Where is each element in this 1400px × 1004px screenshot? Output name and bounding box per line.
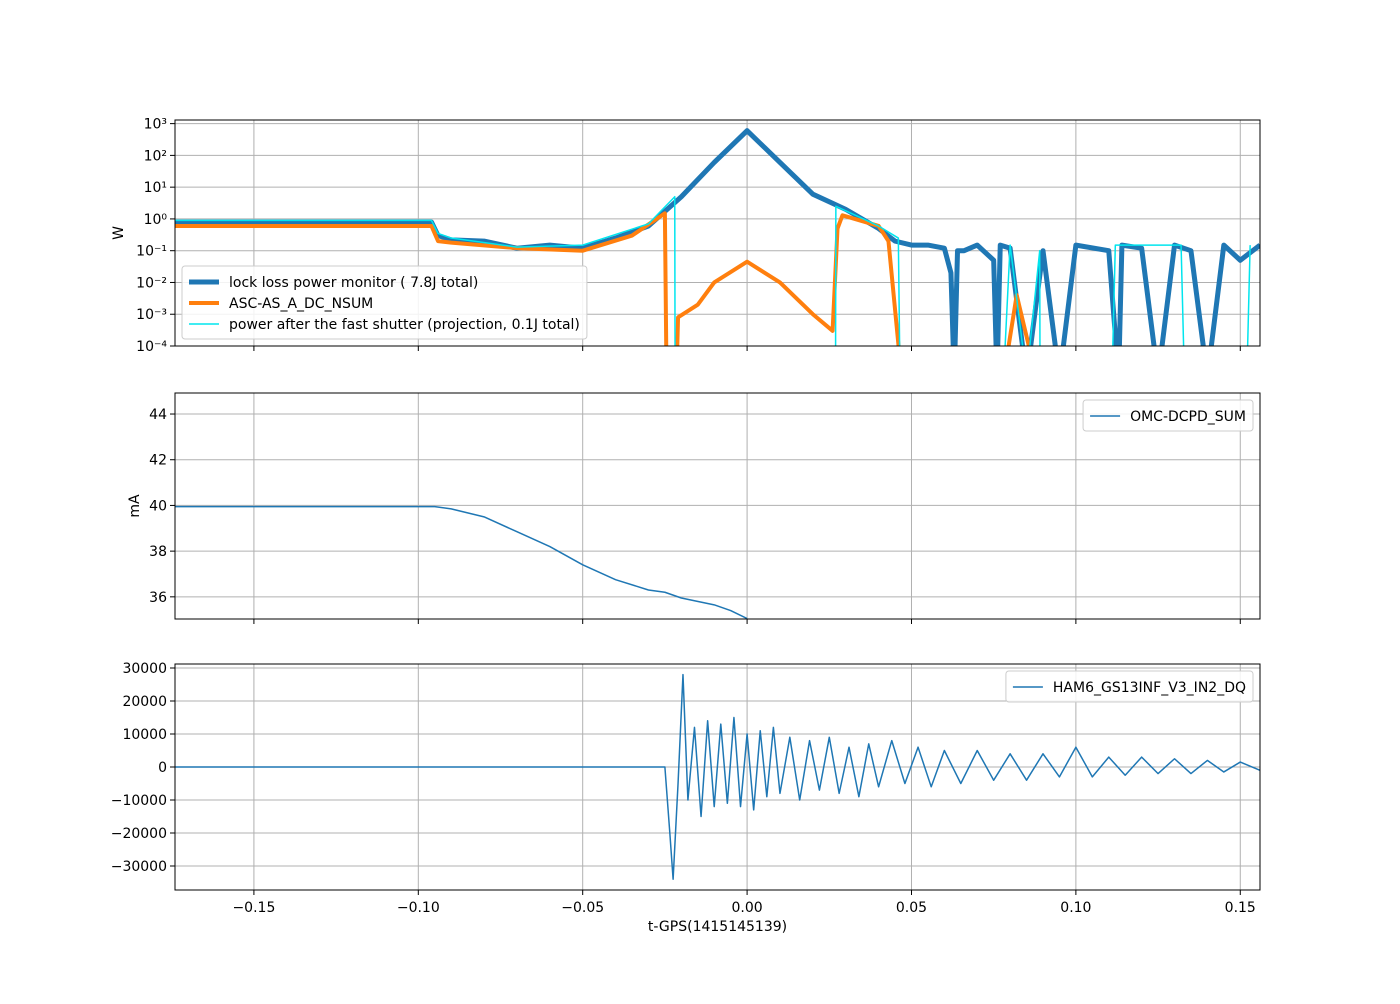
legend-label: lock loss power monitor ( 7.8J total) <box>229 275 478 291</box>
axes-frame <box>174 119 1261 347</box>
legend-label: OMC-DCPD_SUM <box>1130 409 1246 425</box>
legend-label: power after the fast shutter (projection… <box>229 317 580 333</box>
y-tick-label: 10⁰ <box>144 212 168 228</box>
axes-frame <box>174 392 1261 620</box>
y-tick-label: 10⁻¹ <box>136 244 167 260</box>
y-tick-label: 38 <box>149 544 167 560</box>
y-tick-label: 44 <box>149 407 167 423</box>
legend-box <box>1005 670 1254 703</box>
y-tick-label: 10000 <box>122 727 167 743</box>
x-axis-label: t-GPS(1415145139) <box>648 919 787 935</box>
x-tick-label: −0.10 <box>397 900 440 916</box>
y-tick-label: 20000 <box>122 694 167 710</box>
data-line <box>175 505 748 619</box>
legend-box <box>181 265 588 340</box>
legend: HAM6_GS13INF_V3_IN2_DQ <box>1005 670 1254 703</box>
y-tick-label: −20000 <box>111 826 167 842</box>
legend-box <box>1082 399 1254 432</box>
data-line <box>175 211 1031 346</box>
y-tick-label: −10000 <box>111 793 167 809</box>
y-tick-label: 10⁻⁴ <box>136 339 167 355</box>
y-tick-label: 30000 <box>122 661 167 677</box>
axes-frame <box>174 663 1261 891</box>
y-tick-label: 10³ <box>144 117 167 133</box>
y-tick-label: −30000 <box>111 859 167 875</box>
x-tick-label: 0.15 <box>1225 900 1256 916</box>
x-tick-label: 0.05 <box>896 900 927 916</box>
y-tick-label: 0 <box>158 760 167 776</box>
y-tick-label: 10² <box>144 148 167 164</box>
y-axis-label: mA <box>127 494 143 518</box>
y-tick-label: 40 <box>149 498 167 514</box>
legend-label: HAM6_GS13INF_V3_IN2_DQ <box>1053 680 1246 696</box>
legend-label: ASC-AS_A_DC_NSUM <box>229 296 373 312</box>
x-tick-label: −0.15 <box>232 900 275 916</box>
x-tick-label: 0.10 <box>1060 900 1091 916</box>
y-tick-label: 36 <box>149 590 167 606</box>
y-axis-label: W <box>111 226 127 240</box>
x-tick-label: 0.00 <box>732 900 763 916</box>
x-tick-label: −0.05 <box>561 900 604 916</box>
y-tick-label: 10¹ <box>144 180 167 196</box>
data-line <box>175 673 1260 880</box>
data-line <box>175 195 1251 346</box>
y-tick-label: 42 <box>149 453 167 469</box>
legend: OMC-DCPD_SUM <box>1082 399 1254 432</box>
legend: lock loss power monitor ( 7.8J total) ASC… <box>181 265 588 340</box>
y-tick-label: 10⁻³ <box>136 307 167 323</box>
y-tick-label: 10⁻² <box>136 275 167 291</box>
